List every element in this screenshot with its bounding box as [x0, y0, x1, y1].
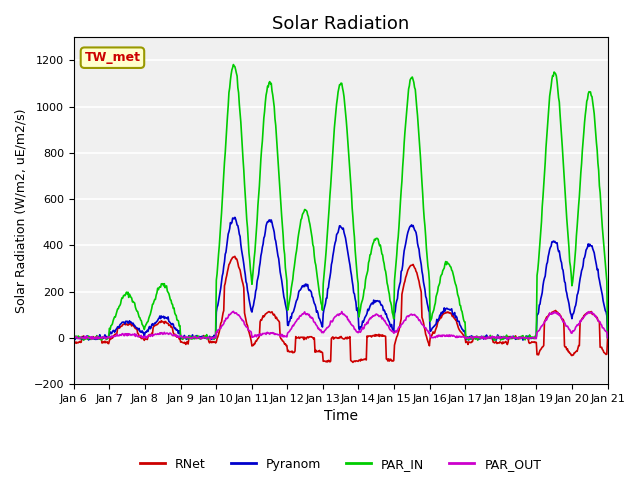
PAR_OUT [70, 336, 77, 341]
Line: RNet: RNet [74, 256, 607, 362]
PAR_OUT [504, 336, 511, 342]
Legend: RNet, Pyranom, PAR_IN, PAR_OUT: RNet, Pyranom, PAR_IN, PAR_OUT [135, 453, 547, 476]
Text: TW_met: TW_met [84, 51, 140, 64]
Pyranom [231, 215, 239, 220]
RNet [349, 360, 356, 365]
Y-axis label: Solar Radiation (W/m2, uE/m2/s): Solar Radiation (W/m2, uE/m2/s) [15, 108, 28, 313]
PAR_OUT [230, 309, 237, 314]
PAR_IN [70, 335, 77, 340]
Pyranom [422, 294, 429, 300]
PAR_OUT [189, 335, 196, 340]
PAR_IN [604, 335, 611, 341]
PAR_IN [79, 337, 87, 343]
PAR_IN [134, 311, 142, 317]
Line: PAR_OUT: PAR_OUT [74, 312, 607, 339]
Pyranom [79, 337, 87, 343]
PAR_OUT [406, 312, 414, 318]
Pyranom [406, 224, 414, 229]
RNet [604, 335, 611, 340]
Pyranom [70, 335, 77, 340]
Pyranom [189, 332, 196, 338]
RNet [231, 253, 239, 259]
PAR_OUT [604, 335, 611, 341]
PAR_IN [230, 62, 237, 68]
PAR_OUT [422, 325, 429, 331]
PAR_IN [406, 77, 414, 83]
RNet [70, 339, 77, 345]
Line: PAR_IN: PAR_IN [74, 65, 607, 340]
Pyranom [134, 327, 142, 333]
Title: Solar Radiation: Solar Radiation [272, 15, 410, 33]
RNet [422, 334, 430, 339]
PAR_OUT [134, 334, 142, 340]
RNet [134, 331, 142, 337]
Line: Pyranom: Pyranom [74, 217, 607, 340]
PAR_IN [189, 336, 196, 342]
PAR_IN [422, 233, 429, 239]
RNet [79, 333, 87, 339]
X-axis label: Time: Time [324, 409, 358, 423]
PAR_OUT [217, 325, 225, 331]
RNet [217, 320, 225, 326]
PAR_IN [217, 220, 225, 226]
Pyranom [492, 337, 500, 343]
PAR_OUT [79, 335, 87, 340]
RNet [189, 335, 196, 341]
PAR_IN [474, 337, 481, 343]
Pyranom [217, 285, 225, 291]
Pyranom [604, 334, 611, 340]
RNet [407, 263, 415, 268]
